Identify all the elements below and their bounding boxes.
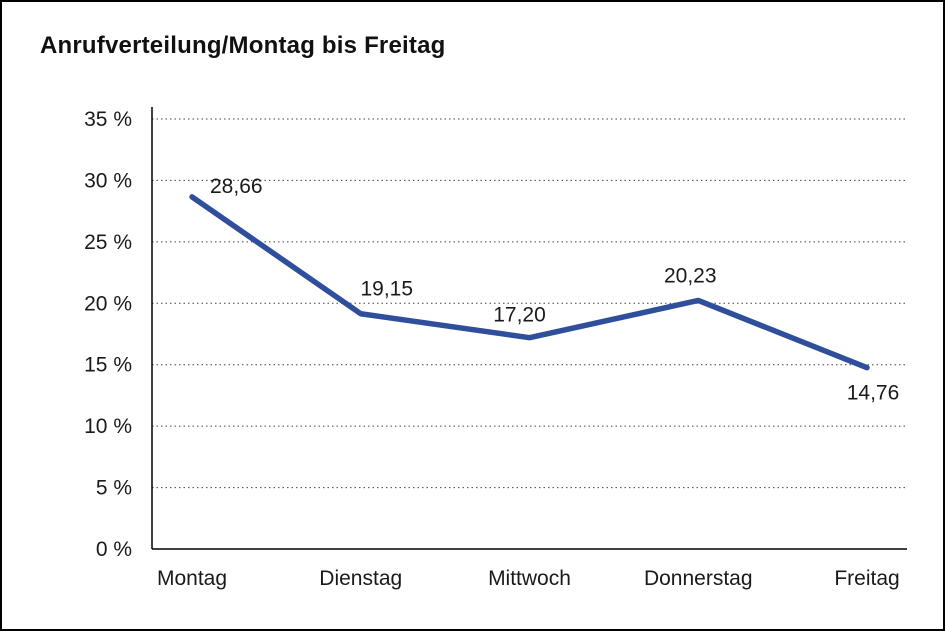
y-tick-label: 25 % (84, 231, 132, 254)
chart-title: Anrufverteilung/Montag bis Freitag (40, 32, 446, 59)
x-category-label: Donnerstag (644, 567, 753, 590)
y-tick-label: 5 % (96, 477, 132, 500)
x-category-label: Dienstag (319, 567, 402, 590)
y-tick-label: 35 % (84, 108, 132, 131)
x-category-label: Mittwoch (488, 567, 571, 590)
data-point-label: 28,66 (210, 175, 263, 198)
data-point-label: 17,20 (493, 304, 546, 327)
y-tick-label: 30 % (84, 169, 132, 192)
data-point-label: 19,15 (360, 278, 413, 301)
y-tick-label: 10 % (84, 415, 132, 438)
x-category-label: Montag (157, 567, 227, 590)
y-tick-label: 20 % (84, 292, 132, 315)
y-tick-label: 15 % (84, 354, 132, 377)
x-category-label: Freitag (834, 567, 899, 590)
data-point-label: 14,76 (847, 382, 900, 405)
data-line (189, 194, 870, 371)
data-point-label: 20,23 (664, 264, 717, 287)
y-tick-label: 0 % (96, 538, 132, 561)
